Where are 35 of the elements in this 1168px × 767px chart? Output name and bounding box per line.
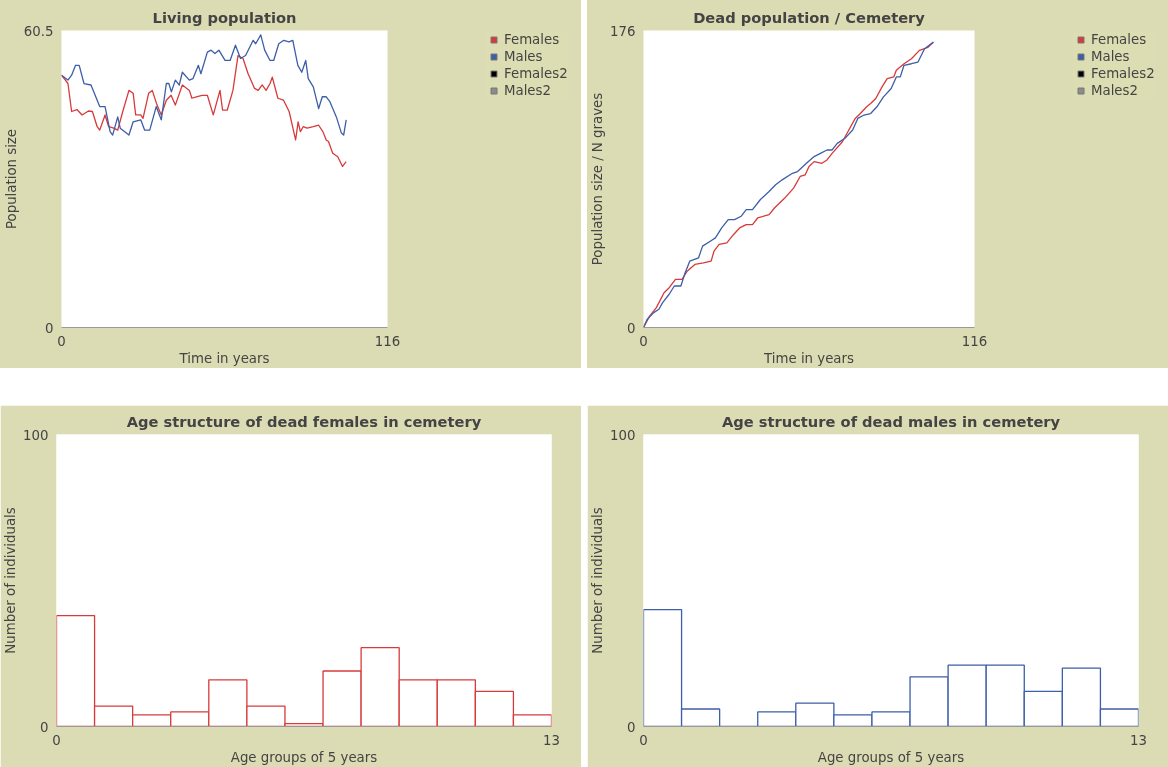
y-tick-label: 0 [627,719,636,735]
x-tick-label: 116 [374,333,401,349]
legend-label: Males [1091,49,1130,64]
legend-label: Males [504,49,543,64]
chart-title: Age structure of dead females in cemetery [126,412,482,430]
y-tick-label: 176 [610,23,636,39]
y-tick-label: 100 [23,427,49,443]
legend-label: Males2 [1091,83,1138,98]
x-tick-label: 0 [639,732,648,748]
y-tick-label: 0 [40,719,49,735]
y-axis-title: Population size [3,128,19,230]
chart-title: Living population [152,8,297,26]
x-tick-label: 116 [961,333,988,349]
x-tick-label: 13 [543,732,560,748]
y-axis-title: Number of individuals [3,507,19,654]
legend-label: Females2 [1091,66,1155,81]
chart-title: Age structure of dead males in cemetery [721,412,1061,430]
y-tick-label: 0 [45,320,54,336]
y-tick-label: 100 [610,427,636,443]
legend-label: Males2 [504,83,551,98]
x-axis-title: Time in years [178,350,270,366]
x-tick-label: 0 [57,333,66,349]
legend-label: Females [504,32,560,47]
x-tick-label: 0 [639,333,648,349]
y-tick-label: 60.5 [23,23,54,39]
y-tick-label: 0 [627,320,636,336]
x-axis-title: Age groups of 5 years [230,749,378,765]
x-axis-title: Time in years [763,350,855,366]
x-axis-title: Age groups of 5 years [817,749,965,765]
x-tick-label: 13 [1130,732,1147,748]
legend-label: Females [1091,32,1147,47]
legend-label: Females2 [504,66,568,81]
chart-title: Dead population / Cemetery [693,8,926,26]
y-axis-title: Number of individuals [590,507,606,654]
y-axis-title: Population size / N graves [590,92,606,266]
